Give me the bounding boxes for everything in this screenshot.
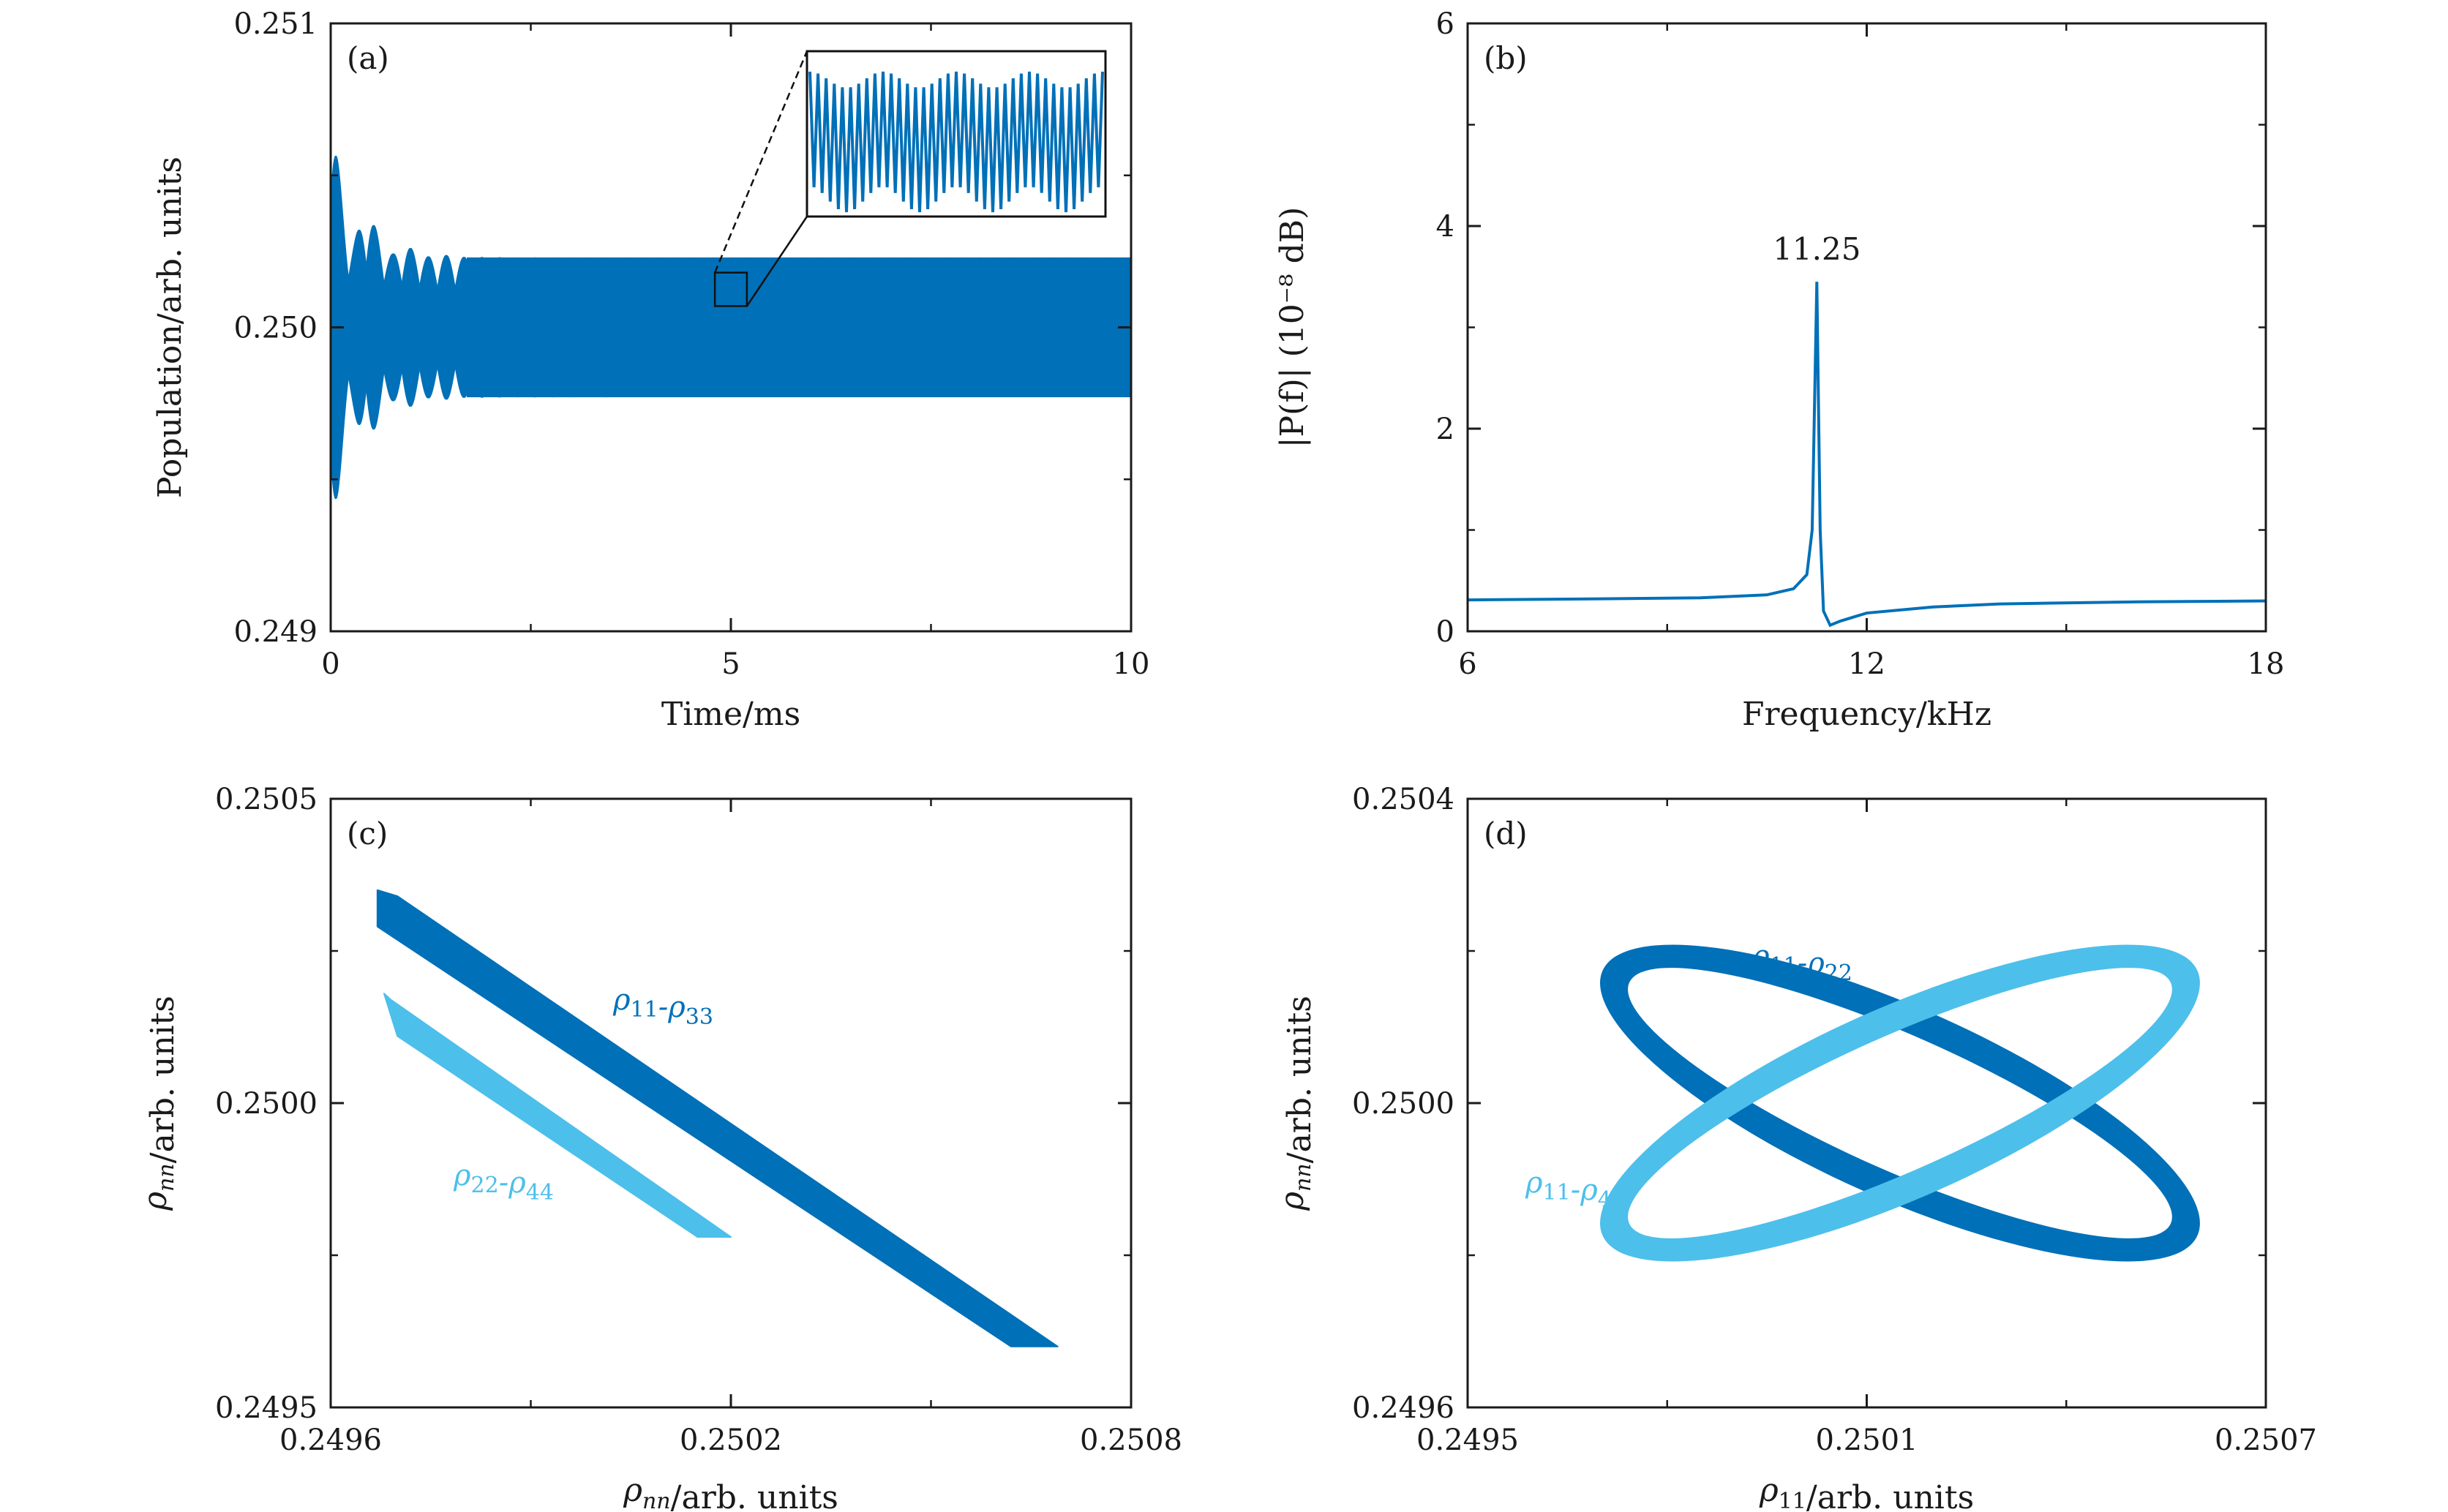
x-tick-label: 5 — [721, 647, 740, 681]
series-label-rho11-rho44: ρ11-ρ44 — [1525, 1166, 1626, 1213]
inset-source-box — [713, 271, 748, 307]
axes-frame — [1466, 797, 2267, 1409]
y-tick-label: 2 — [1436, 413, 1454, 446]
series-label-rho11-rho22: ρ11-ρ22 — [1751, 939, 1852, 986]
x-tick-label: 0.2502 — [680, 1423, 782, 1457]
panel-label: (a) — [347, 40, 389, 76]
y-tick-label: 0.2505 — [215, 783, 318, 816]
y-tick-label: 0.251 — [233, 7, 318, 41]
x-tick-label: 0 — [321, 647, 339, 681]
x-tick-label: 10 — [1113, 647, 1150, 681]
y-axis-label: Population/arb. units — [151, 157, 189, 498]
y-tick-label: 6 — [1436, 7, 1454, 41]
panel-d: ρ11-ρ22 ρ11-ρ44 0.2495 0.2501 0.2507 0.2496 0.… — [1274, 783, 2317, 1512]
peak-label: 11.25 — [1773, 231, 1861, 267]
plot-area-c — [376, 889, 1059, 1347]
x-tick-label: 0.2501 — [1816, 1423, 1918, 1457]
y-tick-label: 0.249 — [233, 615, 318, 649]
x-tick-label: 12 — [1848, 647, 1885, 681]
x-tick-label: 0.2496 — [279, 1423, 382, 1457]
y-tick-label: 0.2495 — [215, 1391, 318, 1425]
y-tick-label: 0.2500 — [215, 1087, 318, 1121]
x-tick-label: 0.2507 — [2215, 1423, 2317, 1457]
x-tick-label: 6 — [1458, 647, 1476, 681]
y-axis-label: ρnn/arb. units — [137, 996, 181, 1211]
series-line — [331, 155, 1131, 500]
y-axis-label: |P(f)| (10⁻⁸ dB) — [1274, 207, 1311, 448]
panel-label: (d) — [1484, 816, 1528, 851]
band-0 — [376, 889, 1059, 1347]
x-tick-label: 18 — [2248, 647, 2285, 681]
y-tick-label: 0.2496 — [1352, 1391, 1454, 1425]
loop-1 — [1600, 944, 2200, 1262]
axes-frame — [1466, 22, 2267, 633]
y-axis-label: ρnn/arb. units — [1274, 996, 1318, 1211]
panel-a: 0 5 10 0.249 0.250 0.251 (a) Time/ms Population/… — [151, 7, 1149, 733]
panel-label: (b) — [1484, 40, 1528, 76]
x-tick-label: 0.2495 — [1416, 1423, 1519, 1457]
x-axis-label: ρnn/arb. units — [623, 1472, 838, 1512]
inset-line — [808, 71, 1104, 213]
steady-band — [466, 257, 1131, 398]
inset-connector-top — [713, 50, 808, 274]
panel-b: 11.25 6 12 18 0 2 4 6 (b) Frequency/kHz |P(f)| (10… — [1274, 7, 2284, 733]
y-tick-label: 0.250 — [233, 312, 318, 345]
series-label-rho11-rho33: ρ11-ρ33 — [612, 983, 713, 1030]
x-axis-label: Frequency/kHz — [1742, 696, 1991, 733]
panel-c: ρ11-ρ33 ρ22-ρ44 0.2496 0.2502 0.2508 0.2495 0.… — [137, 783, 1182, 1512]
x-axis-label: Time/ms — [661, 696, 800, 733]
y-tick-label: 0.2504 — [1352, 783, 1454, 816]
plot-area-d — [1600, 944, 2200, 1262]
plot-area-a — [331, 155, 1131, 500]
y-tick-label: 4 — [1436, 210, 1454, 244]
x-axis-label: ρ11/arb. units — [1759, 1472, 1974, 1512]
panel-label: (c) — [347, 816, 388, 851]
y-tick-label: 0 — [1436, 615, 1454, 649]
y-tick-label: 0.2500 — [1352, 1087, 1454, 1121]
band-1 — [383, 993, 732, 1238]
plot-area-b — [1468, 282, 2266, 628]
series-label-rho22-rho44: ρ22-ρ44 — [453, 1159, 554, 1206]
spectrum-line — [1468, 282, 2266, 628]
inset-connector-bottom — [746, 216, 808, 307]
x-tick-label: 0.2508 — [1080, 1423, 1182, 1457]
